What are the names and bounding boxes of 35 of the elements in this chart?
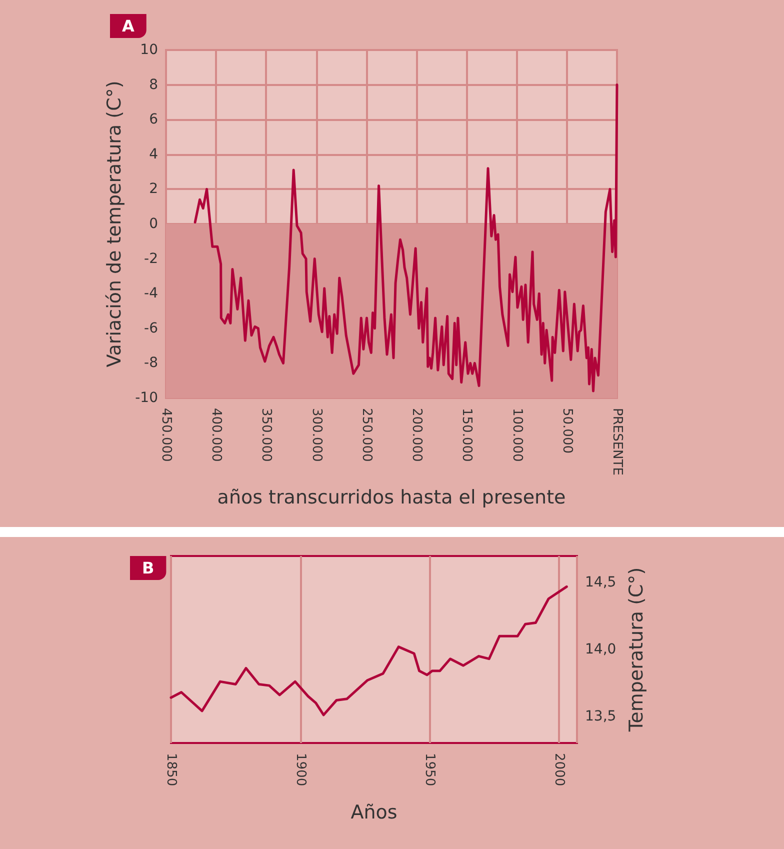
- y-tick-label: 0: [149, 216, 158, 232]
- y-tick-label: 13,5: [585, 708, 616, 724]
- y-tick-label: 4: [149, 146, 158, 162]
- x-tick-label: 150.000: [459, 408, 474, 462]
- y-axis-title: Temperatura (C°): [626, 567, 648, 733]
- x-tick-label: 350.000: [258, 408, 274, 462]
- x-tick-label: 200.000: [409, 408, 424, 462]
- x-tick-label: 250.000: [358, 408, 374, 462]
- x-tick-label: PRESENTE: [610, 408, 624, 476]
- x-tick-label: 1900: [292, 753, 308, 786]
- y-tick-label: -2: [144, 250, 158, 267]
- y-tick-label: -6: [144, 320, 158, 336]
- y-tick-label: 14,5: [585, 574, 616, 591]
- x-tick-label: 1950: [422, 753, 438, 786]
- x-axis-title: Años: [350, 802, 398, 824]
- y-tick-label: 6: [149, 112, 158, 128]
- chart-title: A: [122, 16, 135, 36]
- y-tick-label: -8: [144, 355, 158, 372]
- x-tick-label: 1850: [164, 753, 178, 786]
- x-tick-label: 50.000: [559, 408, 574, 454]
- y-tick-label: 14,0: [585, 642, 616, 658]
- y-tick-label: 2: [149, 181, 158, 198]
- y-axis-title: Variación de temperatura (C°): [104, 80, 126, 368]
- x-tick-label: 100.000: [509, 408, 524, 462]
- x-axis-title: años transcurridos hasta el presente: [217, 486, 566, 508]
- line-series: [194, 84, 618, 392]
- y-tick-label: -4: [144, 286, 158, 302]
- x-tick-label: 2000: [551, 753, 566, 786]
- y-tick-label: 10: [140, 42, 158, 58]
- x-tick-label: 450.000: [158, 408, 174, 462]
- chart-title: B: [142, 558, 154, 578]
- y-tick-label: 8: [149, 76, 158, 93]
- x-tick-label: 400.000: [208, 408, 224, 462]
- x-tick-label: 300.000: [308, 408, 324, 462]
- y-tick-label: -10: [135, 390, 158, 406]
